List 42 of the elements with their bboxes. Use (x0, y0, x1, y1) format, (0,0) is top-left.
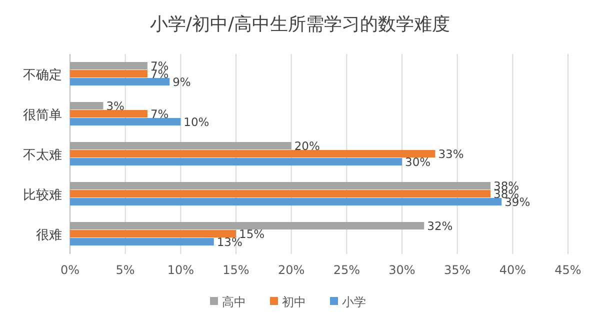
y-tick-label: 不确定 (23, 68, 62, 83)
data-label: 10% (184, 115, 210, 129)
data-label: 32% (427, 219, 453, 233)
legend-label: 小学 (342, 295, 366, 309)
bar (70, 118, 181, 126)
bar (70, 78, 170, 86)
x-tick-label: 10% (167, 263, 194, 277)
bar (70, 142, 292, 150)
bar (70, 230, 236, 238)
x-tick-label: 30% (388, 263, 416, 277)
bar (70, 150, 436, 158)
legend-label: 高中 (222, 295, 246, 309)
y-tick-label: 很简单 (23, 108, 62, 123)
x-tick-label: 45% (554, 263, 582, 277)
chart-title: 小学/初中/高中生所需学习的数学难度 (150, 14, 450, 35)
bar (70, 102, 104, 110)
bar (70, 70, 148, 78)
bar (70, 238, 214, 246)
x-tick-label: 35% (444, 263, 471, 277)
y-tick-label: 很难 (36, 228, 62, 243)
data-label: 33% (438, 147, 464, 161)
y-tick-label: 不太难 (23, 148, 62, 163)
data-label: 7% (150, 107, 169, 121)
legend-label: 初中 (282, 295, 306, 309)
data-label: 30% (405, 155, 431, 169)
data-label: 3% (106, 99, 125, 113)
bar (70, 182, 491, 190)
data-label: 9% (172, 75, 191, 89)
bar (70, 222, 424, 230)
x-tick-label: 40% (499, 263, 526, 277)
bar (70, 62, 148, 70)
x-tick-label: 15% (222, 263, 250, 277)
bar (70, 110, 148, 118)
data-label: 20% (294, 139, 320, 153)
bar (70, 190, 491, 198)
x-tick-label: 5% (116, 263, 135, 277)
x-tick-label: 25% (333, 263, 360, 277)
x-tick-label: 0% (60, 263, 80, 277)
x-tick-label: 20% (278, 263, 305, 277)
bar (70, 198, 502, 206)
bar (70, 158, 402, 166)
y-tick-label: 比较难 (23, 188, 62, 203)
